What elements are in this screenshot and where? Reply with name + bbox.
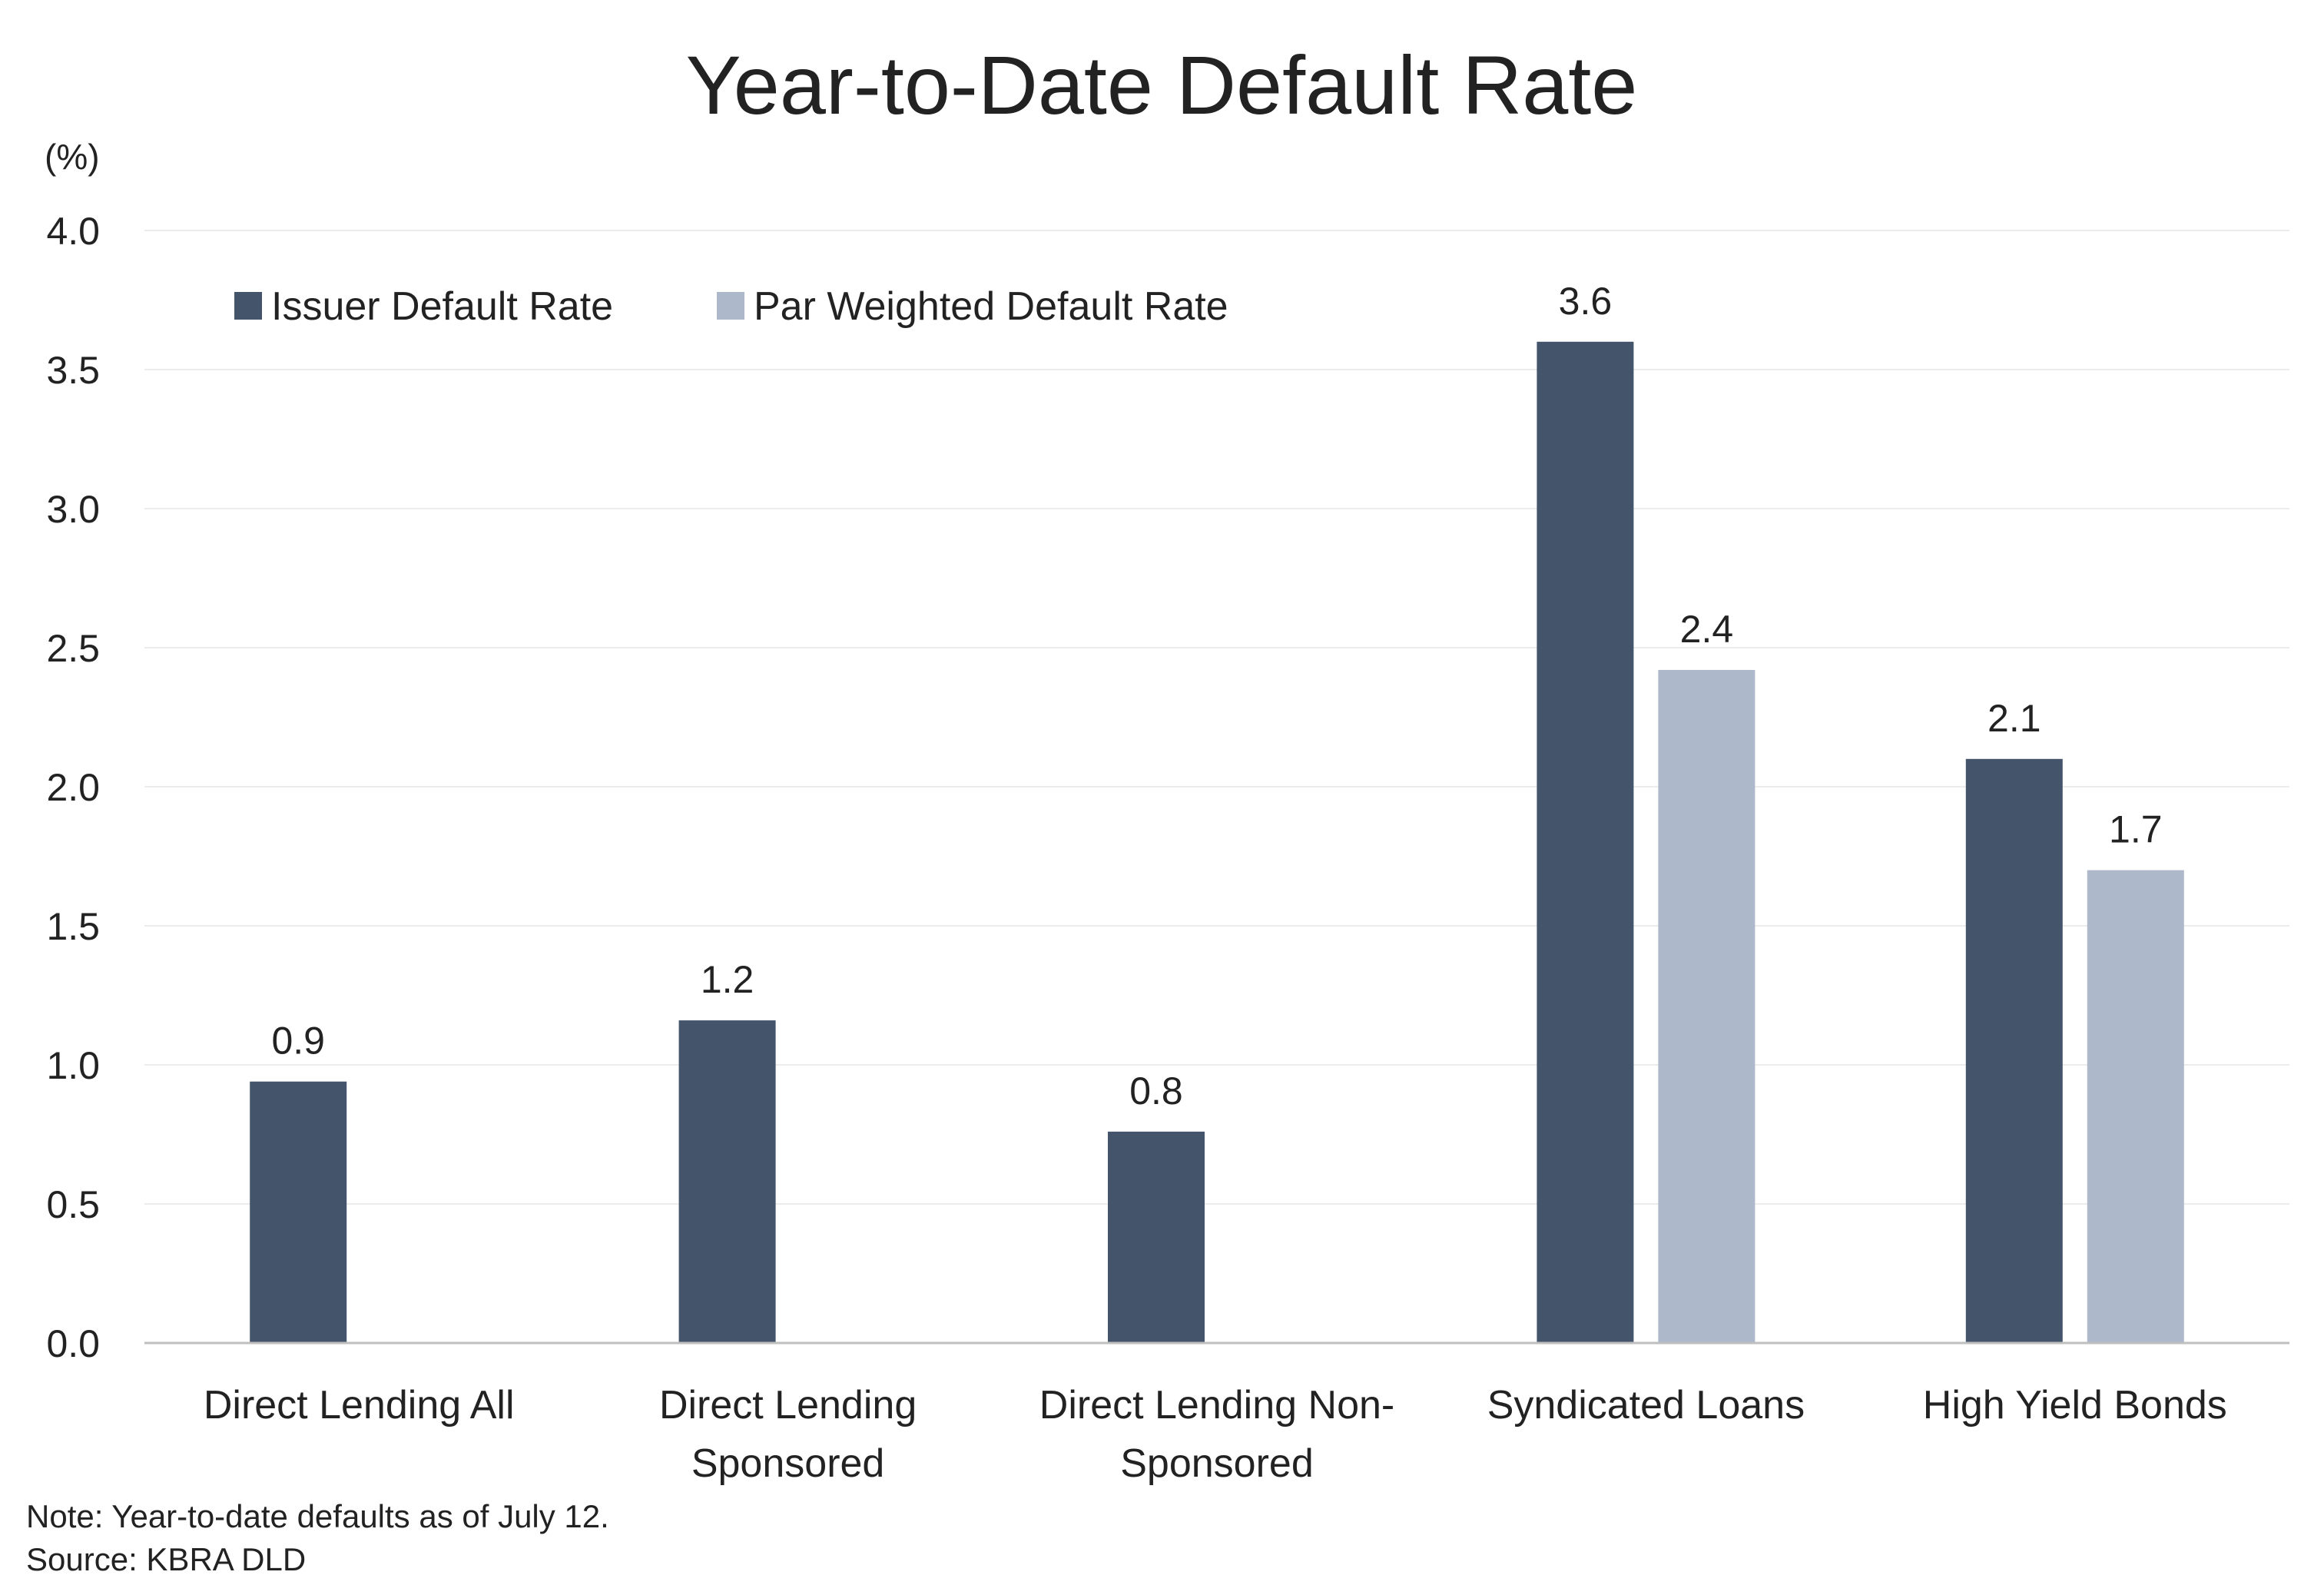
legend-label: Issuer Default Rate [271, 284, 613, 329]
data-label: 2.4 [1680, 608, 1734, 651]
category-label: Direct Lending Non- [1039, 1383, 1394, 1428]
gridlines [144, 230, 2289, 1205]
data-label: 2.1 [1988, 697, 2041, 740]
category-label: Direct Lending All [204, 1383, 515, 1428]
y-axis-unit-label: (%) [45, 137, 100, 177]
chart-title: Year-to-Date Default Rate [686, 38, 1638, 131]
category-label: Sponsored [691, 1441, 885, 1486]
category-label: High Yield Bonds [1923, 1383, 2227, 1428]
y-tick-label: 1.0 [46, 1044, 100, 1087]
data-label: 1.2 [701, 958, 754, 1001]
legend-swatch [717, 292, 744, 320]
bars [250, 341, 2184, 1343]
y-tick-label: 2.5 [46, 627, 100, 670]
bar-issuer [1108, 1131, 1205, 1343]
bar-par-weighted [2087, 870, 2184, 1343]
note-text: Note: Year-to-date defaults as of July 1… [26, 1498, 609, 1534]
data-labels: 0.9 1.2 0.8 3.6 2.4 2.1 1.7 [271, 280, 2162, 1113]
data-label: 0.8 [1129, 1069, 1183, 1113]
legend-swatch [234, 292, 262, 320]
bar-issuer [1965, 758, 2063, 1343]
category-label: Sponsored [1120, 1441, 1314, 1486]
source-text: Source: KBRA DLD [26, 1541, 306, 1577]
y-tick-label: 2.0 [46, 766, 100, 809]
bar-par-weighted [1658, 669, 1755, 1343]
bar-issuer [1537, 341, 1634, 1343]
legend: Issuer Default Rate Par Weighted Default … [234, 284, 1228, 329]
bar-issuer [678, 1020, 776, 1343]
legend-label: Par Weighted Default Rate [754, 284, 1228, 329]
x-axis-category-labels: Direct Lending All Direct Lending Sponsore… [204, 1383, 2227, 1486]
y-tick-label: 4.0 [46, 210, 100, 253]
y-tick-label: 1.5 [46, 905, 100, 948]
footnotes: Note: Year-to-date defaults as of July 1… [26, 1498, 609, 1577]
category-label: Syndicated Loans [1487, 1383, 1805, 1428]
data-label: 3.6 [1559, 280, 1613, 323]
category-label: Direct Lending [659, 1383, 917, 1428]
y-tick-label: 3.0 [46, 488, 100, 531]
data-label: 0.9 [271, 1020, 325, 1063]
bar-issuer [250, 1081, 347, 1343]
y-tick-label: 0.5 [46, 1183, 100, 1226]
y-axis-ticks: 0.0 0.5 1.0 1.5 2.0 2.5 3.0 3.5 4.0 [46, 210, 100, 1365]
data-label: 1.7 [2109, 808, 2163, 851]
y-tick-label: 0.0 [46, 1322, 100, 1365]
y-tick-label: 3.5 [46, 349, 100, 392]
